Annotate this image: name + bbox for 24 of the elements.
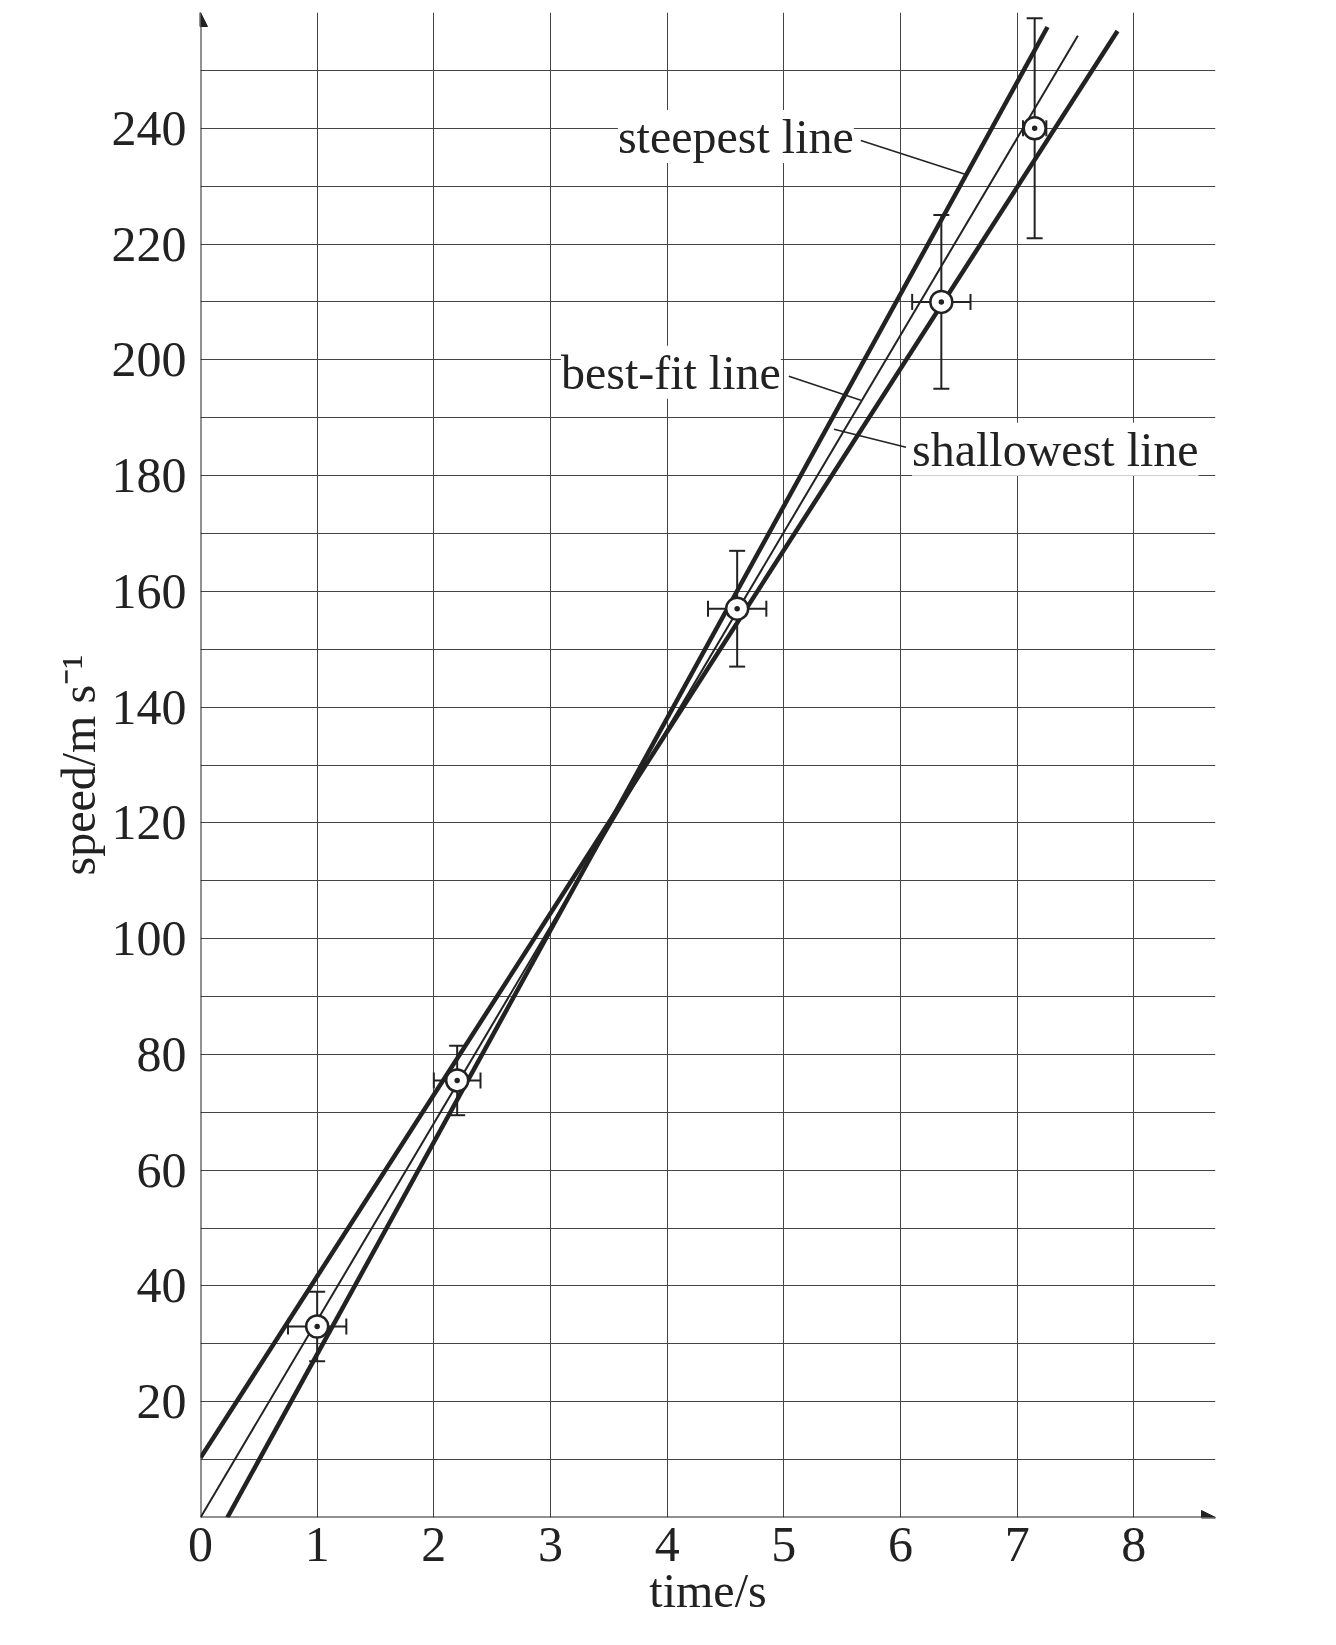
y-tick-label: 200 [111,331,187,388]
y-tick-label: 60 [136,1141,187,1198]
y-tick-label: 20 [136,1373,187,1430]
x-tick-label: 6 [888,1515,913,1572]
x-tick-label: 2 [421,1515,447,1572]
y-tick-label: 120 [111,794,187,851]
y-tick-label: 40 [136,1257,187,1314]
y-tick-label: 80 [136,1025,187,1082]
y-tick-label: 180 [111,447,187,504]
x-tick-label: 8 [1121,1515,1147,1572]
x-tick-label: 7 [1004,1515,1030,1572]
y-axis-title: speed/m s⁻¹ [51,654,105,876]
y-tick-label: 220 [111,215,187,272]
x-tick-label: 1 [304,1515,330,1572]
annotation: best-fit line [560,345,781,399]
x-tick-label: 3 [538,1515,563,1572]
y-tick-label: 240 [111,99,187,156]
y-tick-label: 100 [111,910,187,967]
x-tick-label: 0 [188,1515,213,1572]
x-tick-label: 5 [771,1515,797,1572]
y-tick-label: 140 [111,678,187,735]
annotation: shallowest line [912,422,1199,476]
annotation: steepest line [617,110,854,164]
y-tick-label: 160 [111,562,187,619]
